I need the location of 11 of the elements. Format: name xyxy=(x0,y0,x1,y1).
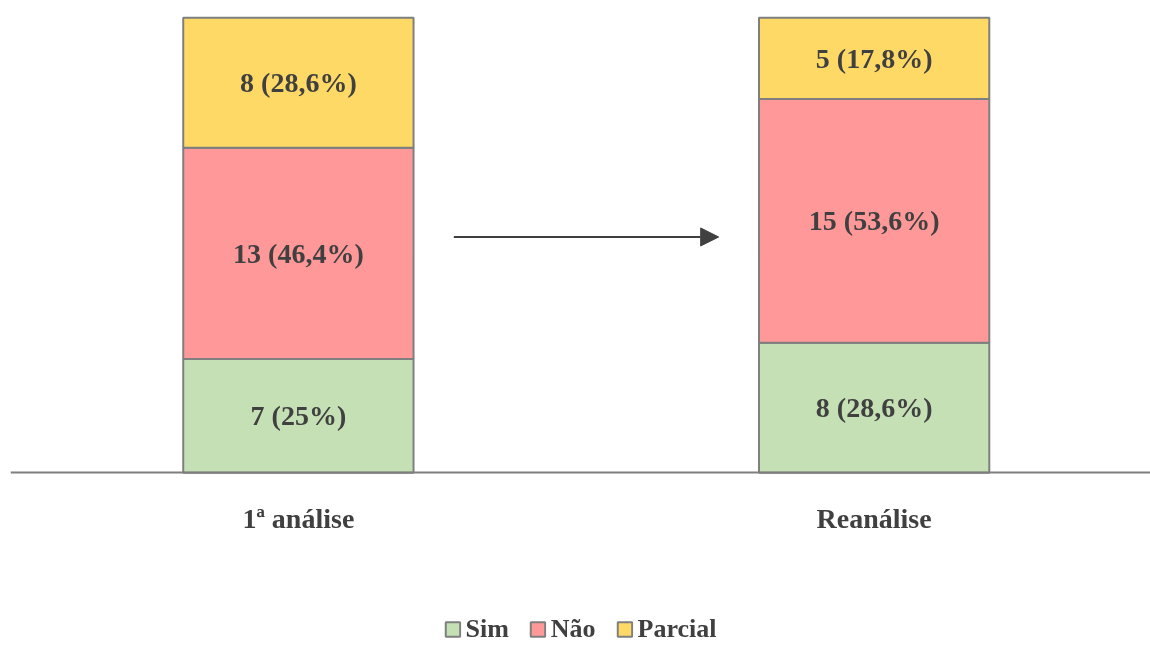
data-label: 8 (28,6%) xyxy=(815,392,933,424)
legend-label: Parcial xyxy=(637,614,717,644)
data-label: 7 (25%) xyxy=(250,400,347,432)
legend-label: Sim xyxy=(465,614,509,644)
x-tick-label: 1ª análise xyxy=(242,502,355,534)
data-label: 8 (28,6%) xyxy=(240,67,357,99)
legend-label: Não xyxy=(550,614,596,644)
data-label: 5 (17,8%) xyxy=(815,42,933,74)
data-label: 15 (53,6%) xyxy=(808,205,940,237)
data-label: 13 (46,4%) xyxy=(233,237,364,269)
x-tick-label: Reanálise xyxy=(816,502,932,534)
